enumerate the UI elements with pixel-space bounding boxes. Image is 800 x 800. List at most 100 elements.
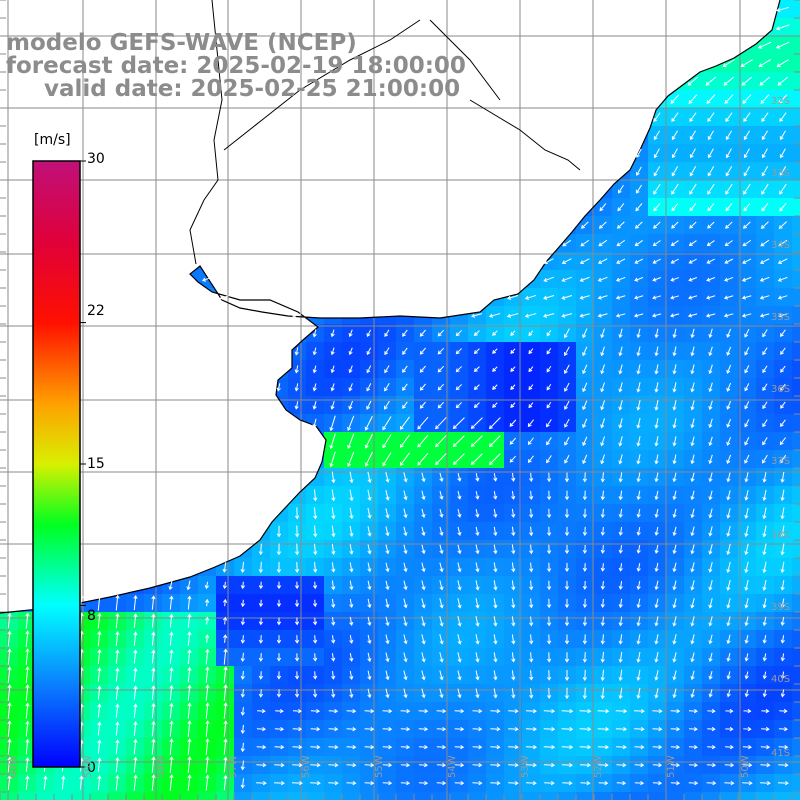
wind-arrow — [313, 543, 318, 556]
wind-arrow — [780, 635, 785, 644]
wind-arrow — [562, 780, 573, 786]
wind-arrow — [564, 580, 570, 591]
wind-arrow — [457, 526, 462, 536]
wind-arrow — [546, 437, 552, 446]
wind-arrow — [743, 203, 751, 212]
wind-arrow — [219, 295, 230, 300]
wind-arrow — [366, 347, 372, 356]
wind-arrow — [348, 347, 353, 356]
wind-arrow — [597, 276, 608, 282]
wind-arrow — [204, 598, 210, 607]
wind-arrow — [762, 598, 767, 609]
wind-arrow — [133, 685, 138, 700]
wind-arrow — [760, 94, 770, 104]
wind-arrow — [564, 634, 570, 645]
wind-arrow — [439, 652, 444, 663]
wind-arrow — [760, 762, 771, 768]
wind-arrow — [670, 240, 679, 246]
wind-arrow — [205, 756, 210, 773]
wind-arrow — [744, 507, 749, 519]
wind-arrow — [708, 689, 713, 698]
wind-arrow — [115, 594, 120, 611]
wind-arrow — [349, 525, 354, 537]
wind-arrow — [419, 383, 426, 391]
wind-arrow — [331, 635, 336, 644]
wind-arrow — [439, 688, 444, 699]
wind-arrow — [439, 544, 444, 555]
wind-arrow — [421, 562, 426, 573]
wind-arrow — [151, 738, 156, 755]
wind-arrow — [780, 598, 785, 609]
wind-arrow — [708, 364, 713, 375]
wind-arrow — [744, 454, 750, 464]
wind-arrow — [25, 702, 30, 719]
wind-arrow — [475, 598, 480, 609]
wind-arrow — [546, 472, 552, 483]
wind-arrow — [600, 669, 605, 682]
wind-arrow — [437, 329, 445, 337]
wind-arrow — [240, 670, 245, 680]
wind-arrow — [726, 634, 731, 645]
wind-arrow — [744, 490, 749, 501]
wind-arrow — [671, 203, 679, 212]
wind-arrow — [511, 634, 516, 645]
wind-arrow — [744, 689, 749, 698]
wind-arrow — [475, 670, 480, 681]
wind-arrow — [97, 739, 102, 754]
wind-arrow — [492, 330, 498, 336]
wind-arrow — [689, 130, 696, 141]
wind-arrow — [97, 721, 102, 736]
wind-arrow — [346, 726, 357, 732]
wind-arrow — [151, 756, 156, 773]
land-area — [0, 0, 780, 613]
wind-arrow — [529, 508, 534, 519]
wind-arrow — [670, 762, 681, 768]
wind-arrow — [205, 684, 210, 701]
wind-arrow — [616, 762, 627, 768]
wind-arrow — [636, 472, 641, 483]
wind-arrow — [654, 436, 659, 447]
wind-arrow — [740, 59, 753, 68]
wind-arrow — [564, 544, 570, 555]
wind-arrow — [672, 562, 677, 573]
wind-arrow — [490, 726, 501, 732]
wind-arrow — [762, 561, 767, 574]
wind-arrow — [744, 543, 749, 556]
wind-arrow — [762, 401, 768, 410]
wind-arrow — [97, 757, 102, 772]
wind-arrow — [582, 436, 588, 447]
wind-arrow — [276, 599, 282, 608]
valid-date: valid date: 2025-02-25 21:00:00 — [44, 76, 461, 102]
wind-arrow — [328, 708, 339, 714]
wind-arrow — [779, 112, 787, 123]
wind-arrow — [439, 616, 444, 627]
wind-arrow — [617, 203, 625, 212]
wind-arrow — [564, 472, 570, 483]
wind-arrow — [187, 720, 192, 737]
wind-arrow — [600, 616, 605, 627]
wind-arrow — [741, 276, 752, 282]
wind-arrow — [708, 670, 713, 680]
wind-arrow — [256, 744, 267, 750]
wind-arrow — [708, 526, 713, 537]
wind-arrow — [690, 544, 695, 555]
wind-arrow — [115, 774, 120, 791]
wind-arrow — [511, 688, 516, 699]
wind-arrow — [688, 780, 699, 786]
wind-arrow — [654, 508, 659, 518]
wind-arrow — [597, 295, 608, 300]
wind-arrow — [564, 454, 570, 464]
wind-arrow — [743, 166, 751, 177]
wind-arrow — [470, 435, 483, 448]
wind-arrow — [636, 400, 641, 411]
wind-arrow — [654, 418, 659, 429]
wind-arrow — [169, 667, 174, 682]
wind-arrow — [256, 762, 267, 768]
wind-arrow — [672, 472, 677, 483]
wind-arrow — [133, 595, 138, 611]
wind-arrow — [437, 383, 445, 391]
wind-arrow — [636, 346, 641, 357]
wind-arrow — [169, 684, 174, 701]
wind-arrow — [689, 744, 698, 750]
wind-arrow — [472, 726, 483, 732]
